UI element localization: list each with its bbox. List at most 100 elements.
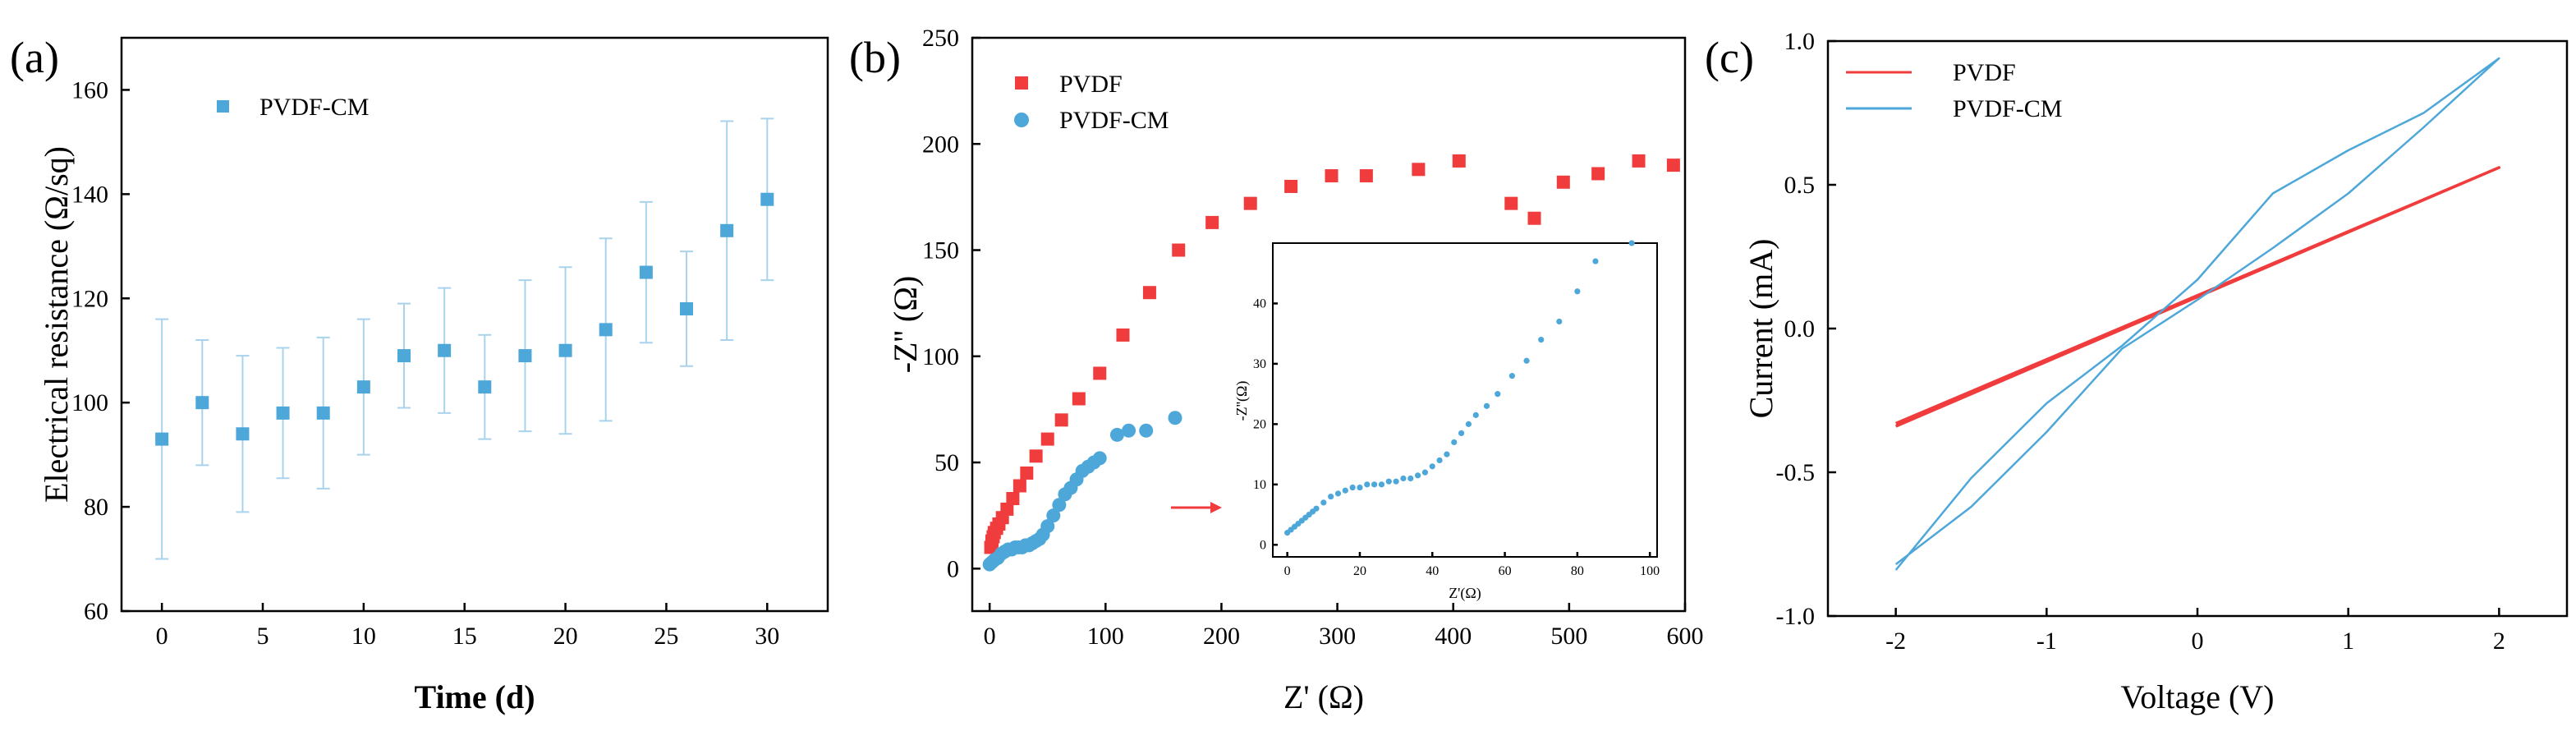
data-point-pvdf: [1504, 196, 1518, 210]
data-point-pvdf-cm: [1139, 423, 1154, 438]
data-point-pvdf-cm: [478, 380, 492, 394]
x-tick-label: 15: [452, 623, 477, 650]
y-tick-label: 1.0: [1784, 28, 1816, 55]
x-tick-label: 100: [1087, 623, 1124, 650]
inset-data-point-pvdf-cm: [1334, 490, 1342, 497]
inset-data-point-pvdf-cm: [1472, 411, 1479, 418]
panel-c-ylabel: Current (mA): [1743, 239, 1779, 419]
x-tick-label: 0: [984, 623, 996, 650]
legend-marker-pvdf: [1015, 76, 1028, 90]
panel-c: (c) -2 -1 0 1 2 -1.0 -0.5 0.0 0.5 1.0 PVDF PVDF-C…: [1705, 28, 2569, 715]
panel-c-label: (c): [1705, 33, 1754, 82]
x-tick-label: 2: [2493, 628, 2505, 655]
data-point-pvdf: [1116, 328, 1130, 342]
y-tick-label: 20: [1253, 417, 1266, 431]
panel-c-data: [1894, 57, 2501, 571]
y-tick-label: 60: [84, 598, 108, 625]
data-point-pvdf-cm: [720, 223, 734, 237]
inset-data-point-pvdf-cm: [1407, 475, 1414, 482]
y-tick-label: 0: [947, 555, 959, 582]
data-point-pvdf-cm: [236, 427, 250, 441]
data-point-pvdf: [1284, 179, 1298, 193]
data-point-pvdf: [1359, 169, 1373, 183]
panel-b-plot-frame: [971, 36, 1687, 613]
y-tick-label: 0.5: [1784, 172, 1816, 199]
inset-data-point-pvdf-cm: [1436, 457, 1443, 464]
y-tick-label: 150: [922, 237, 959, 264]
y-tick-label: -1.0: [1776, 603, 1816, 630]
x-tick-label: 0: [1284, 564, 1291, 578]
legend-marker-pvdf-cm: [1014, 113, 1029, 127]
data-point-pvdf: [1006, 491, 1020, 505]
x-tick-label: 600: [1667, 623, 1704, 650]
inset-arrow-head: [1210, 502, 1222, 513]
inset-data-point-pvdf-cm: [1342, 487, 1348, 494]
inset-plot-frame: [1272, 242, 1658, 558]
x-tick-label: 200: [1203, 623, 1240, 650]
data-point-pvdf-cm: [1109, 427, 1124, 442]
data-point-pvdf-cm: [276, 406, 290, 420]
x-tick-label: 0: [2192, 628, 2204, 655]
data-point-pvdf-cm: [155, 432, 169, 446]
y-tick-label: 140: [71, 181, 108, 208]
inset-xlabel: Z'(Ω): [1449, 585, 1481, 602]
panel-b-label: (b): [849, 33, 901, 82]
data-point-pvdf: [1029, 449, 1043, 463]
data-point-pvdf: [1020, 466, 1034, 480]
legend-label-pvdf-cm: PVDF-CM: [1953, 95, 2062, 122]
data-point-pvdf-cm: [639, 265, 653, 279]
inset-data-point-pvdf-cm: [1429, 463, 1435, 470]
data-point-pvdf-cm: [316, 406, 330, 420]
inset-data-point-pvdf-cm: [1508, 373, 1515, 379]
x-tick-label: 40: [1426, 564, 1439, 578]
data-point-pvdf: [1000, 502, 1014, 516]
inset-data-point-pvdf-cm: [1523, 357, 1530, 364]
inset-data-point-pvdf-cm: [1313, 505, 1320, 512]
inset-ticks: 0 20 40 60 80 100 0 10 20 30 40: [1253, 297, 1660, 578]
data-point-pvdf: [1072, 392, 1086, 406]
x-tick-label: 400: [1435, 623, 1472, 650]
legend-label-pvdf-cm: PVDF-CM: [1059, 107, 1169, 134]
data-point-pvdf-cm: [1046, 508, 1061, 523]
inset-data-point-pvdf-cm: [1538, 336, 1545, 343]
data-point-pvdf: [1012, 479, 1026, 493]
data-point-pvdf-cm: [518, 349, 532, 363]
data-point-pvdf-cm: [1052, 498, 1067, 513]
inset-data-point-pvdf-cm: [1444, 451, 1450, 457]
panel-b-xlabel: Z' (Ω): [1283, 678, 1364, 715]
inset-data-point-pvdf-cm: [1451, 439, 1458, 446]
inset-data: [1284, 240, 1635, 536]
inset-data-point-pvdf-cm: [1349, 484, 1356, 491]
data-point-pvdf-cm: [1122, 423, 1136, 438]
x-tick-label: 100: [1640, 564, 1660, 578]
y-tick-label: 100: [922, 343, 959, 370]
x-tick-label: 60: [1499, 564, 1512, 578]
inset-data-point-pvdf-cm: [1328, 493, 1334, 500]
panel-a-xlabel: Time (d): [414, 678, 535, 715]
inset-data-point-pvdf-cm: [1556, 318, 1563, 325]
inset-data-point-pvdf-cm: [1574, 288, 1581, 295]
panel-c-xlabel: Voltage (V): [2121, 678, 2275, 715]
data-point-pvdf: [1325, 169, 1339, 183]
data-point-pvdf: [1243, 196, 1257, 210]
inset-data-point-pvdf-cm: [1371, 481, 1378, 488]
data-point-pvdf: [1412, 163, 1426, 177]
data-point-pvdf-cm: [356, 380, 370, 394]
data-point-pvdf-cm: [397, 349, 411, 363]
inset-data-point-pvdf-cm: [1415, 472, 1421, 479]
x-tick-label: -1: [2036, 628, 2057, 655]
panel-a-data: [155, 117, 774, 560]
data-point-pvdf: [1556, 175, 1570, 189]
legend-label-pvdf-cm: PVDF-CM: [259, 94, 369, 121]
y-tick-label: 100: [71, 389, 108, 416]
inset-data-point-pvdf-cm: [1385, 478, 1392, 485]
x-tick-label: -2: [1885, 628, 1906, 655]
data-point-pvdf: [1527, 211, 1541, 225]
data-point-pvdf-cm: [558, 343, 572, 357]
data-point-pvdf: [1452, 154, 1466, 168]
panel-a-legend: PVDF-CM: [217, 94, 369, 121]
y-tick-label: 50: [934, 449, 959, 476]
data-point-pvdf-cm: [1040, 519, 1055, 534]
